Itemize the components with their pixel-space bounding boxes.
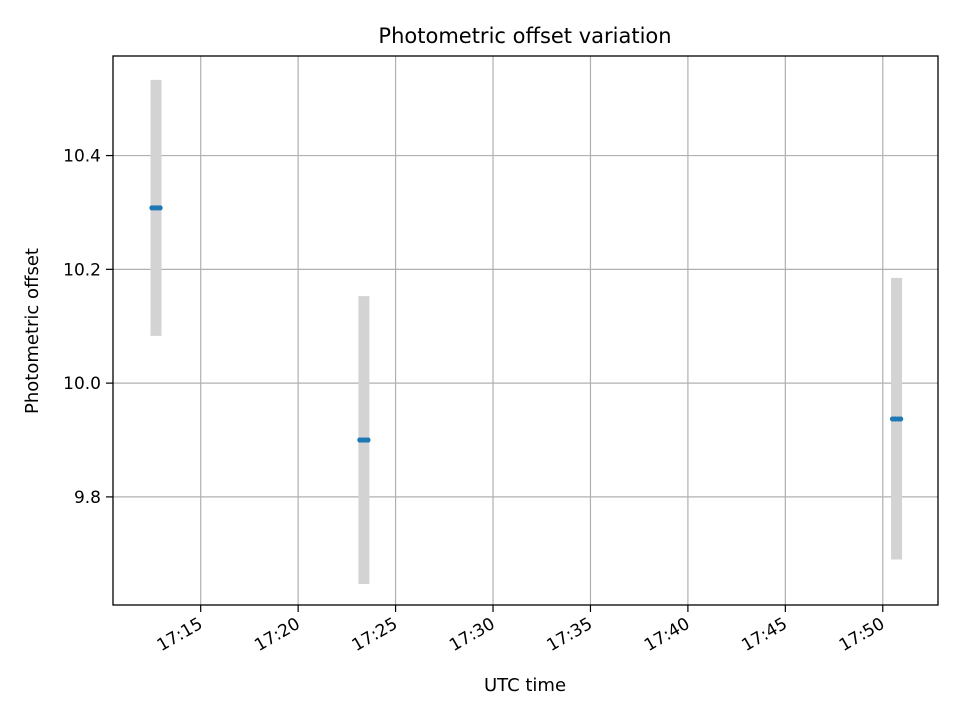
chart-title: Photometric offset variation [378, 24, 671, 48]
data-point-marker [898, 416, 904, 422]
data-points [149, 205, 904, 443]
y-axis-label: Photometric offset [22, 248, 43, 414]
y-tick-label: 10.0 [63, 374, 101, 394]
grid [113, 56, 938, 605]
y-tick-label: 9.8 [74, 488, 101, 508]
y-tick-label: 10.4 [63, 147, 101, 167]
data-point-marker [365, 437, 371, 443]
x-axis-label: UTC time [484, 675, 566, 696]
y-axis-ticks: 9.8 10.0 10.2 10.4 [63, 147, 113, 508]
y-tick-label: 10.2 [63, 260, 101, 280]
data-point-marker [157, 205, 163, 211]
plot-frame [112, 55, 939, 606]
